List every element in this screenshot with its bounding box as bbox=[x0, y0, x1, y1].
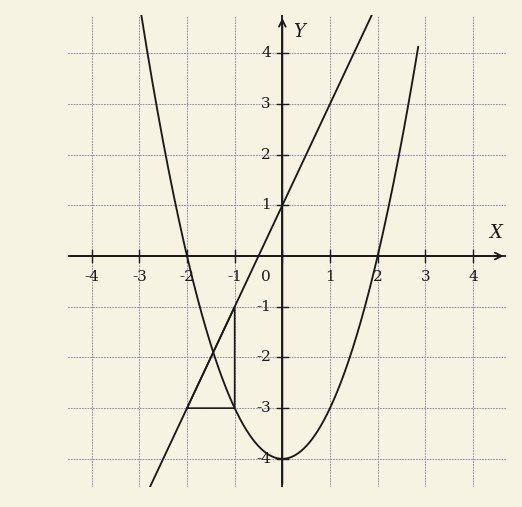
Text: 0: 0 bbox=[261, 270, 271, 284]
Text: 4: 4 bbox=[261, 46, 271, 60]
Text: X: X bbox=[490, 224, 503, 242]
Text: -4: -4 bbox=[84, 270, 99, 284]
Text: -2: -2 bbox=[180, 270, 195, 284]
Text: 4: 4 bbox=[468, 270, 478, 284]
Text: 1: 1 bbox=[325, 270, 335, 284]
Text: 2: 2 bbox=[373, 270, 383, 284]
Text: -3: -3 bbox=[132, 270, 147, 284]
Text: 3: 3 bbox=[421, 270, 430, 284]
Text: 2: 2 bbox=[261, 148, 271, 162]
Text: -3: -3 bbox=[256, 401, 271, 415]
Text: -2: -2 bbox=[256, 350, 271, 365]
Text: -1: -1 bbox=[256, 300, 271, 314]
Text: 3: 3 bbox=[261, 97, 271, 111]
Text: -4: -4 bbox=[256, 452, 271, 466]
Text: Y: Y bbox=[293, 23, 305, 41]
Text: 1: 1 bbox=[261, 198, 271, 212]
Text: -1: -1 bbox=[227, 270, 242, 284]
